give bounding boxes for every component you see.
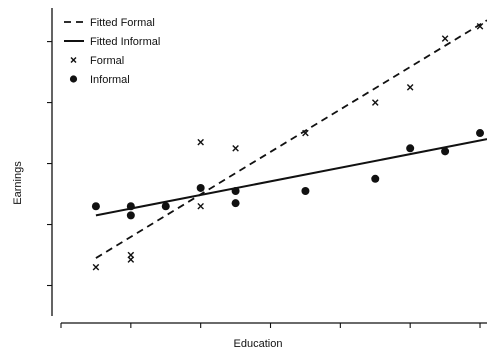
axes <box>47 8 487 328</box>
formal-point <box>302 129 309 137</box>
data-points <box>91 23 485 271</box>
informal-point <box>126 202 135 211</box>
informal-point <box>196 183 205 192</box>
legend-label: Informal <box>90 74 130 86</box>
legend-item-fitted-informal: Fitted Informal <box>64 36 160 48</box>
legend-swatch <box>69 75 78 83</box>
legend-item-fitted-formal: Fitted Formal <box>64 17 155 29</box>
formal-point <box>476 23 484 30</box>
informal-point <box>161 202 170 211</box>
informal-point <box>441 147 450 156</box>
fitted-lines <box>95 19 487 259</box>
informal-point <box>406 144 415 153</box>
legend: Fitted Formal Fitted Informal Formal Inform… <box>64 17 160 86</box>
x-axis-label: Education <box>234 338 283 350</box>
formal-point <box>232 145 239 152</box>
formal-point <box>92 263 100 271</box>
y-axis-label: Earnings <box>12 161 24 205</box>
formal-point <box>197 138 204 146</box>
informal-point <box>126 211 135 220</box>
fitted-informal-line <box>95 138 487 217</box>
informal-point <box>476 129 485 138</box>
fitted-formal-line <box>95 19 487 259</box>
formal-point <box>406 84 414 91</box>
legend-item-informal: Informal <box>69 74 130 86</box>
legend-label: Fitted Formal <box>90 17 155 29</box>
legend-item-formal: Formal <box>70 55 124 67</box>
informal-point <box>231 199 240 208</box>
formal-point <box>127 256 135 263</box>
informal-point <box>91 202 100 211</box>
formal-point <box>441 35 449 42</box>
legend-label: Formal <box>90 55 124 67</box>
informal-point <box>231 186 240 195</box>
informal-point <box>371 174 380 183</box>
formal-point <box>371 99 379 106</box>
formal-point <box>197 202 204 210</box>
legend-swatch <box>70 57 77 63</box>
legend-label: Fitted Informal <box>90 36 160 48</box>
informal-point <box>301 186 310 195</box>
